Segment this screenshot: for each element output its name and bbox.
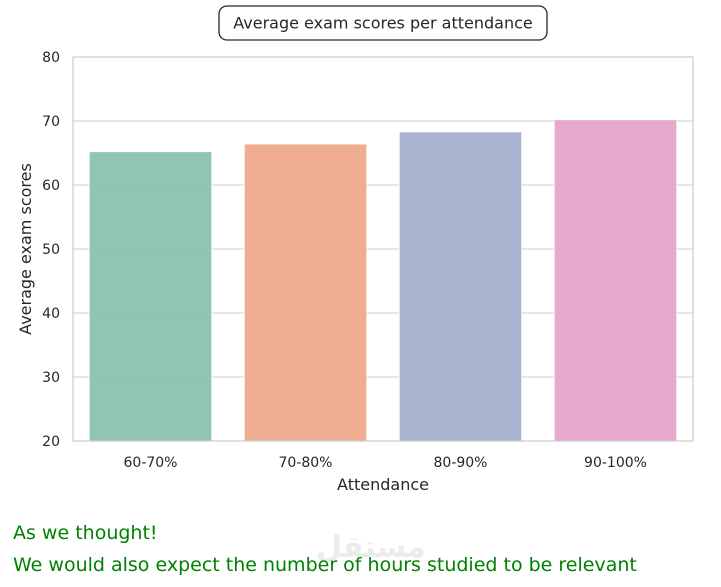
bar-90-100% <box>553 119 678 442</box>
bar-chart: 20 30 40 50 60 70 80 60-70% 70-80% 80-90% 90-100%… <box>16 5 694 494</box>
y-tick-label: 50 <box>42 242 60 258</box>
y-tick-label: 20 <box>42 434 60 450</box>
y-axis-label: Average exam scores <box>16 163 35 335</box>
y-tick-label: 70 <box>42 114 60 130</box>
bar-60-70% <box>88 151 213 442</box>
x-tick-label: 90-100% <box>584 455 647 471</box>
bar-70-80% <box>243 143 368 442</box>
x-axis-label: Attendance <box>337 475 429 494</box>
chart-title-box: Average exam scores per attendance <box>218 5 548 41</box>
x-tick-label: 80-90% <box>434 455 488 471</box>
watermark-logo: مستقل <box>316 530 426 565</box>
y-tick-label: 30 <box>42 370 60 386</box>
y-tick-label: 80 <box>42 50 60 66</box>
x-tick-label: 60-70% <box>124 455 178 471</box>
chart-title: Average exam scores per attendance <box>233 14 532 33</box>
caption-line-1: As we thought! <box>13 522 158 544</box>
y-tick-label: 40 <box>42 306 60 322</box>
x-tick-label: 70-80% <box>279 455 333 471</box>
bar-80-90% <box>398 131 523 442</box>
caption-line-2: We would also expect the number of hours… <box>13 554 637 576</box>
y-tick-labels: 20 30 40 50 60 70 80 <box>42 50 60 450</box>
plot-frame <box>72 56 694 442</box>
y-tick-label: 60 <box>42 178 60 194</box>
bars <box>88 119 678 442</box>
x-tick-labels: 60-70% 70-80% 80-90% 90-100% <box>124 455 647 471</box>
